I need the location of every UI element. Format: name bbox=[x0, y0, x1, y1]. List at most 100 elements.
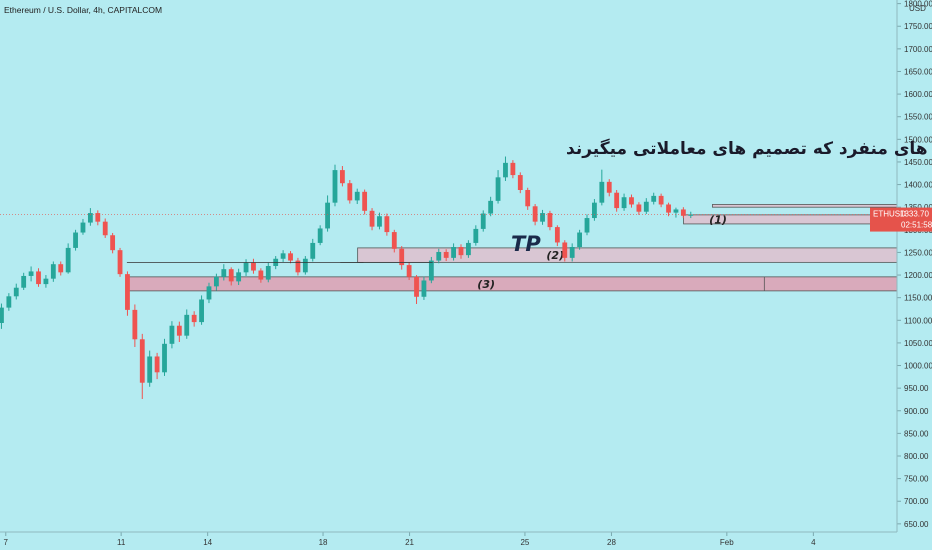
candle bbox=[658, 193, 664, 208]
candles-layer bbox=[0, 156, 694, 399]
candle-body bbox=[362, 191, 368, 211]
candle-body bbox=[95, 213, 101, 222]
candle-body bbox=[554, 227, 560, 243]
candle-body bbox=[369, 210, 375, 227]
candle bbox=[458, 244, 464, 259]
candle-body bbox=[80, 222, 86, 233]
candle bbox=[428, 256, 434, 284]
candle-body bbox=[592, 202, 597, 219]
y-tick-label: 950.00 bbox=[904, 384, 929, 393]
candle-body bbox=[295, 260, 301, 273]
candle bbox=[495, 170, 501, 204]
candle bbox=[302, 256, 308, 275]
candle-body bbox=[154, 356, 160, 373]
candle bbox=[451, 243, 456, 261]
y-tick-label: 800.00 bbox=[904, 452, 929, 461]
candle bbox=[102, 218, 108, 238]
candle-body bbox=[0, 307, 4, 323]
y-tick-label: 1650.00 bbox=[904, 67, 932, 76]
candle bbox=[488, 196, 494, 217]
candle-body bbox=[480, 213, 486, 229]
y-axis-ticks: 650.00 700.00 750.00 800.00 850.00 900.00 950.… bbox=[897, 0, 932, 529]
candle-body bbox=[495, 177, 501, 201]
candle-body bbox=[332, 170, 338, 203]
zone-2-box[interactable] bbox=[712, 204, 898, 208]
candle bbox=[21, 272, 27, 290]
candle bbox=[592, 199, 597, 221]
candle bbox=[117, 247, 123, 277]
candle bbox=[436, 248, 442, 264]
candle bbox=[295, 257, 301, 276]
candle-body bbox=[65, 247, 71, 273]
candle-body bbox=[50, 264, 56, 279]
candle bbox=[599, 169, 605, 206]
current-price-tag: ETHUSD 1333.70 02:51:58 bbox=[870, 207, 932, 232]
candle bbox=[310, 238, 316, 262]
zones-layer[interactable]: (1) (2) (3) bbox=[126, 204, 898, 292]
symbol-info[interactable]: Ethereum / U.S. Dollar, 4h, CAPITALCOM bbox=[4, 5, 162, 15]
tp-label[interactable]: TP bbox=[511, 232, 541, 256]
y-tick-label: 850.00 bbox=[904, 429, 929, 438]
zone-3-label: (2) bbox=[546, 249, 564, 262]
candle bbox=[0, 303, 4, 329]
candle-body bbox=[606, 181, 612, 193]
candle bbox=[614, 190, 620, 212]
y-tick-label: 1150.00 bbox=[904, 294, 932, 303]
candle-body bbox=[636, 204, 642, 212]
candle-body bbox=[21, 275, 27, 288]
candle-body bbox=[621, 197, 627, 209]
candle bbox=[36, 268, 41, 287]
x-tick-label: 18 bbox=[319, 538, 328, 547]
current-price-tag-box bbox=[870, 207, 932, 232]
candle-body bbox=[125, 274, 130, 310]
y-tick-label: 1500.00 bbox=[904, 135, 932, 144]
candle bbox=[532, 204, 538, 226]
candle-body bbox=[540, 213, 545, 222]
candle-body bbox=[569, 247, 575, 258]
candle bbox=[540, 209, 545, 225]
candle bbox=[80, 218, 86, 235]
candle-body bbox=[680, 209, 686, 216]
x-tick-label: 14 bbox=[203, 538, 212, 547]
candle bbox=[673, 207, 679, 218]
candle bbox=[629, 194, 634, 208]
candle bbox=[95, 210, 101, 226]
candle-body bbox=[28, 271, 34, 276]
candle-body bbox=[651, 195, 657, 202]
candle bbox=[377, 212, 382, 230]
candle bbox=[466, 240, 471, 258]
candle-body bbox=[302, 258, 308, 273]
candle-body bbox=[221, 269, 227, 277]
candle bbox=[228, 267, 234, 286]
candle-body bbox=[132, 309, 138, 340]
y-tick-label: 1200.00 bbox=[904, 271, 932, 280]
candle-body bbox=[488, 200, 494, 214]
market-annotation[interactable]: مارکت : مجموعه ایی مرکب از معامله گر های… bbox=[566, 138, 932, 159]
candle-body bbox=[473, 228, 479, 243]
candle-body bbox=[43, 278, 49, 285]
candle bbox=[347, 180, 353, 204]
candle bbox=[391, 229, 397, 253]
candle-body bbox=[599, 181, 605, 203]
candle-body bbox=[73, 232, 78, 248]
candle-body bbox=[421, 280, 427, 297]
y-tick-label: 1100.00 bbox=[904, 316, 932, 325]
candle-body bbox=[347, 183, 353, 201]
candle-body bbox=[6, 296, 12, 308]
candle-body bbox=[251, 262, 256, 271]
x-tick-label: 21 bbox=[405, 538, 414, 547]
zone-4-box[interactable] bbox=[126, 276, 898, 292]
candle-body bbox=[354, 191, 360, 201]
candle-countdown: 02:51:58 bbox=[901, 221, 932, 230]
y-tick-label: 1450.00 bbox=[904, 158, 932, 167]
candle-body bbox=[377, 216, 382, 227]
candle bbox=[169, 321, 175, 349]
candle-body bbox=[658, 195, 664, 205]
candle-body bbox=[317, 228, 323, 243]
candle-body bbox=[517, 175, 523, 190]
candle-body bbox=[265, 266, 271, 280]
candle bbox=[184, 309, 190, 339]
x-tick-label: 7 bbox=[4, 538, 9, 547]
candle bbox=[147, 350, 153, 387]
